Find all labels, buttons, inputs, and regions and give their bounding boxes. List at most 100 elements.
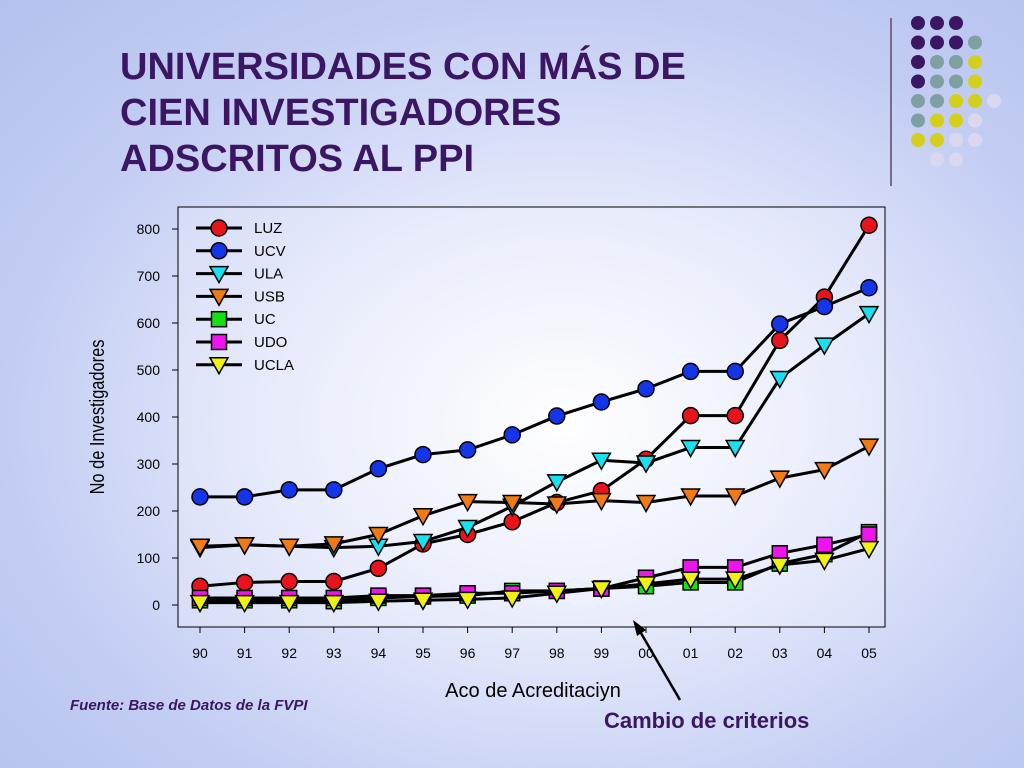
data-point-luz [325, 572, 343, 591]
data-point-usb [724, 488, 746, 507]
data-point-luz [369, 559, 388, 578]
data-point-ula [858, 305, 880, 325]
data-point-ucv [414, 445, 432, 464]
data-point-ula [724, 439, 746, 459]
y-tick-label: 0 [152, 597, 160, 613]
data-point-usb [546, 496, 568, 515]
legend-label: USB [254, 288, 285, 305]
data-point-ucv [681, 362, 700, 381]
decorative-dot [911, 16, 925, 30]
x-tick-label: 98 [549, 645, 565, 661]
data-point-ucla [546, 585, 568, 604]
legend-marker-udo [210, 333, 228, 351]
data-point-ucv [235, 488, 254, 506]
legend-item-luz: LUZ [196, 219, 282, 237]
data-point-ucla [412, 592, 434, 611]
data-point-ula [457, 519, 478, 538]
data-point-ucv [369, 459, 388, 478]
x-tick-label: 93 [326, 645, 342, 661]
data-point-ucla [189, 594, 211, 614]
data-point-ucv [860, 279, 878, 297]
legend-label: UDO [254, 334, 287, 351]
decorative-dot [930, 152, 944, 167]
data-point-udo [816, 536, 833, 554]
y-tick-label: 300 [137, 456, 161, 472]
x-axis-title: Aco de Acreditaciyn [445, 680, 621, 702]
data-point-usb [769, 470, 791, 489]
legend-label: UCLA [254, 357, 294, 374]
decorative-dot [968, 74, 982, 89]
series-ucla [189, 540, 880, 614]
data-point-ucla [501, 590, 523, 609]
x-tick-label: 01 [683, 645, 699, 661]
decorative-dot [968, 55, 982, 69]
x-axis: 90 91 92 93 94 95 96 97 98 99 00 01 02 03 04 05 [192, 627, 877, 661]
legend-marker-ucv [210, 242, 228, 260]
decorative-dot [911, 74, 925, 89]
x-tick-label: 99 [594, 645, 610, 661]
decorative-dot [949, 94, 963, 108]
data-point-ucla [457, 591, 478, 610]
x-tick-label: 97 [504, 645, 520, 661]
x-tick-label: 92 [281, 645, 297, 661]
decorative-dot [911, 94, 925, 108]
data-point-usb [591, 492, 612, 512]
legend-marker-usb [208, 288, 230, 307]
data-point-ucla [323, 594, 345, 614]
decorative-dot [968, 35, 982, 50]
title-line-2: CIEN INVESTIGADORES [120, 92, 562, 134]
data-point-ula [412, 533, 434, 553]
data-point-usb [680, 488, 701, 507]
legend-marker-ucla [208, 357, 230, 376]
series-line-usb [199, 444, 870, 548]
x-tick-label: 04 [817, 645, 833, 661]
data-point-ucv [771, 315, 789, 333]
decorative-dot-grid [911, 16, 1001, 167]
data-point-usb [234, 537, 255, 556]
series-line-luz [199, 224, 871, 588]
annotation-label: Cambio de criterios [604, 708, 810, 733]
data-point-ucla [724, 571, 746, 590]
legend-marker-ula [208, 265, 230, 285]
decorative-divider [890, 18, 892, 186]
data-point-ucv [503, 426, 521, 444]
data-point-ula [546, 474, 568, 493]
x-tick-label: 90 [192, 645, 208, 661]
x-tick-label: 91 [237, 645, 253, 661]
data-point-ucv [815, 297, 834, 316]
y-tick-label: 100 [137, 550, 161, 566]
y-tick-label: 500 [137, 362, 161, 378]
decorative-dot [911, 113, 925, 128]
arrow [633, 620, 682, 701]
data-point-luz [280, 572, 298, 591]
y-tick-label: 600 [137, 315, 161, 331]
series-layer [189, 216, 880, 614]
data-point-usb [501, 494, 523, 514]
data-point-ucv [592, 393, 611, 411]
source-note: Fuente: Base de Datos de la FVPI [70, 697, 308, 714]
data-point-usb [635, 494, 657, 514]
decorative-dot [930, 35, 944, 50]
data-point-ucv [548, 407, 566, 425]
x-tick-label: 03 [772, 645, 788, 661]
legend-item-ula: ULA [196, 265, 283, 285]
data-point-usb [189, 538, 211, 557]
data-point-luz [860, 216, 878, 234]
decorative-dot [911, 133, 925, 147]
decorative-dot [968, 133, 982, 147]
x-tick-label: 96 [460, 645, 476, 661]
slide-title: UNIVERSIDADES CON MÁS DE CIEN INVESTIGAD… [120, 44, 760, 182]
data-point-ucla [635, 576, 657, 595]
data-point-udo [860, 526, 878, 543]
decorative-dot [949, 152, 963, 167]
legend-item-usb: USB [196, 288, 285, 307]
data-point-ucla [814, 552, 835, 571]
decorative-dot [949, 74, 963, 89]
data-point-usb [278, 538, 300, 557]
data-point-luz [235, 573, 254, 592]
data-point-ucv [458, 441, 477, 459]
legend-label: LUZ [254, 220, 282, 237]
data-point-ucv [726, 362, 744, 381]
data-point-ucla [234, 594, 255, 614]
decorative-dot [930, 55, 944, 69]
